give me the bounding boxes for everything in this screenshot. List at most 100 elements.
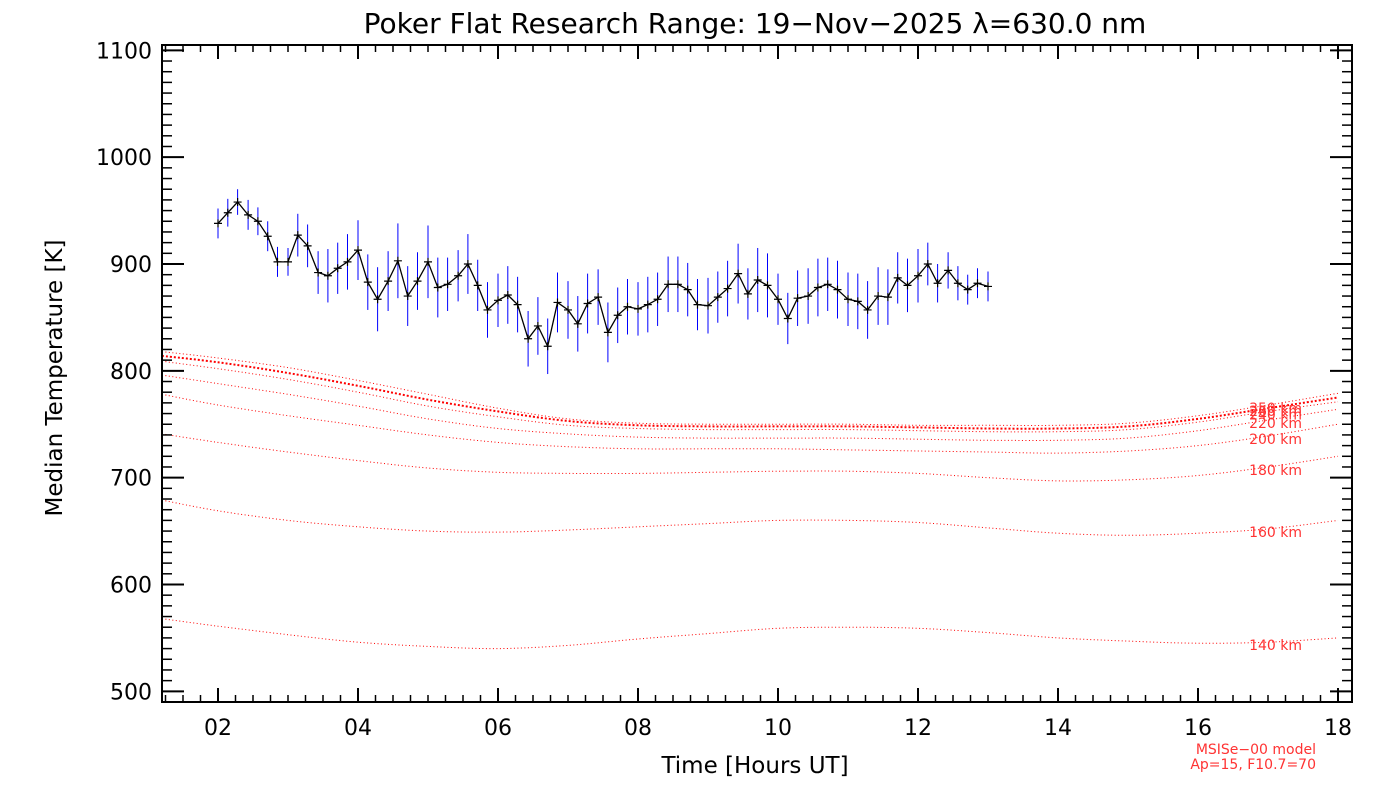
data-point: [403, 292, 412, 301]
x-tick-label: 18: [1324, 716, 1352, 741]
data-point: [573, 319, 582, 328]
data-point: [853, 297, 862, 306]
data-point: [704, 301, 712, 310]
data-point: [524, 334, 533, 343]
x-tick-label: 02: [204, 716, 232, 741]
data-point: [723, 284, 732, 293]
data-point: [823, 280, 832, 289]
data-point: [944, 266, 953, 275]
data-point: [454, 271, 463, 280]
model-curve-label: 260 km: [1249, 404, 1302, 420]
data-point: [804, 292, 813, 301]
data-point: [463, 260, 472, 268]
data-point: [473, 281, 482, 290]
axis-ticks: 02 04 06 08 10 12 14 16 18 500 600 700 800 900 1000 110…: [96, 39, 1352, 741]
data-point: [223, 208, 232, 217]
x-tick-label: 06: [484, 716, 512, 741]
data-point: [984, 282, 992, 291]
data-point: [863, 305, 872, 314]
data-point: [373, 295, 382, 304]
data-point: [263, 232, 272, 241]
x-tick-label: 14: [1044, 716, 1072, 741]
x-tick-label: 10: [764, 716, 792, 741]
plot-frame: [161, 44, 1353, 703]
data-point: [233, 198, 242, 207]
data-point: [683, 285, 692, 294]
model-curve: [161, 360, 1339, 433]
data-point: [273, 257, 282, 266]
data-point: [734, 269, 743, 278]
model-curve: [161, 499, 1339, 536]
model-curve-label: 240 km: [1249, 407, 1302, 423]
y-tick-label: 1100: [96, 39, 152, 64]
data-point: [413, 277, 422, 286]
data-point: [623, 302, 632, 311]
data-point: [533, 321, 542, 330]
data-point: [303, 241, 312, 250]
model-curve: [161, 433, 1339, 482]
data-point: [713, 293, 722, 302]
data-point: [963, 285, 972, 294]
model-curve: [161, 354, 1339, 430]
model-curve-label: 200 km: [1249, 432, 1302, 448]
y-tick-label: 600: [110, 573, 152, 598]
chart-title: Poker Flat Research Range: 19−Nov−2025 λ…: [364, 7, 1147, 40]
data-point: [763, 281, 772, 290]
model-curve-label: 140 km: [1249, 638, 1302, 654]
plot-axes: [161, 44, 1353, 703]
data-point: [933, 279, 942, 288]
x-axis-label: Time [Hours UT]: [660, 753, 848, 779]
data-point: [693, 300, 702, 309]
data-point: [923, 260, 932, 268]
data-point: [753, 276, 762, 285]
model-curve: [161, 618, 1339, 650]
model-curve-label: 160 km: [1249, 525, 1302, 541]
data-point: [973, 279, 982, 288]
data-point: [903, 281, 912, 290]
model-curve-label: 220 km: [1249, 416, 1302, 432]
model-params-label: Ap=15, F10.7=70: [1190, 757, 1316, 773]
model-name-label: MSISe−00 model: [1196, 742, 1316, 758]
data-point: [833, 285, 842, 294]
x-tick-label: 16: [1184, 716, 1212, 741]
model-curve: [161, 393, 1339, 454]
y-tick-label: 700: [110, 467, 152, 492]
data-point: [844, 295, 852, 304]
x-tick-label: 08: [624, 716, 652, 741]
data-point: [363, 278, 372, 287]
data-point: [613, 311, 622, 320]
data-point: [643, 300, 652, 309]
data-point: [874, 292, 883, 301]
data-point: [583, 299, 592, 308]
data-point: [314, 268, 323, 277]
y-tick-label: 500: [110, 680, 152, 705]
model-curve-label: 350 km: [1249, 401, 1302, 417]
data-point: [354, 246, 362, 255]
data-point: [653, 295, 662, 304]
x-tick-label: 04: [344, 716, 372, 741]
data-point: [384, 277, 393, 286]
data-point: [253, 217, 262, 226]
data-point: [513, 300, 522, 309]
measured-series: [214, 0, 992, 375]
y-axis-label: Median Temperature [K]: [42, 240, 68, 517]
data-point: [594, 293, 603, 302]
data-point: [343, 257, 352, 266]
data-point: [424, 257, 432, 266]
data-point: [953, 279, 962, 288]
data-point: [443, 280, 452, 289]
data-point: [214, 219, 222, 228]
data-point: [774, 295, 782, 304]
y-tick-label: 1000: [96, 146, 152, 171]
data-point: [673, 280, 682, 289]
y-tick-label: 900: [110, 253, 152, 278]
y-tick-label: 800: [110, 360, 152, 385]
data-point: [883, 293, 892, 302]
x-tick-label: 12: [904, 716, 932, 741]
data-point: [543, 342, 552, 351]
data-point: [743, 289, 752, 298]
data-point: [483, 305, 492, 314]
data-point: [553, 298, 562, 307]
